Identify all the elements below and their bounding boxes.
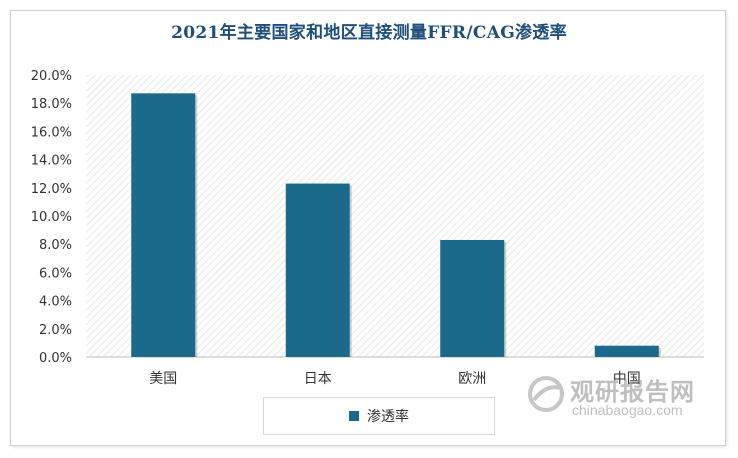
bar [131, 93, 196, 357]
bar [594, 345, 659, 357]
x-tick-label: 欧洲 [458, 371, 486, 387]
y-tick-label: 14.0% [31, 154, 72, 169]
x-tick-label: 日本 [304, 371, 332, 387]
x-tick-label: 美国 [149, 371, 177, 387]
watermark: 观研报告网 chinabaogao.com [526, 372, 726, 422]
chart-title: 2021年主要国家和地区直接测量FFR/CAG渗透率 [171, 23, 567, 43]
y-tick-label: 0.0% [39, 351, 72, 366]
x-axis: 美国 日本 欧洲 中国 [149, 371, 641, 387]
y-tick-label: 20.0% [31, 69, 72, 84]
y-tick-label: 6.0% [39, 266, 72, 281]
y-tick-label: 10.0% [31, 210, 72, 225]
y-tick-label: 4.0% [39, 295, 72, 310]
x-tick-label: 中国 [613, 371, 641, 387]
y-tick-label: 8.0% [39, 238, 72, 253]
y-tick-label: 16.0% [31, 125, 72, 140]
watermark-text-en: chinabaogao.com [572, 402, 683, 418]
bars-group [131, 93, 661, 357]
bar [285, 183, 350, 357]
legend: 渗透率 [263, 397, 495, 435]
y-tick-label: 12.0% [31, 182, 72, 197]
y-axis: 0.0% 2.0% 4.0% 6.0% 8.0% 10.0% 12.0% 14.0% 16.0%… [31, 69, 72, 366]
y-tick-label: 2.0% [39, 323, 72, 338]
y-tick-label: 18.0% [31, 97, 72, 112]
watermark-logo-icon [528, 376, 564, 412]
watermark-text-cn: 观研报告网 [570, 378, 695, 406]
bar [440, 239, 505, 357]
legend-label: 渗透率 [367, 409, 409, 425]
legend-swatch [349, 411, 359, 421]
